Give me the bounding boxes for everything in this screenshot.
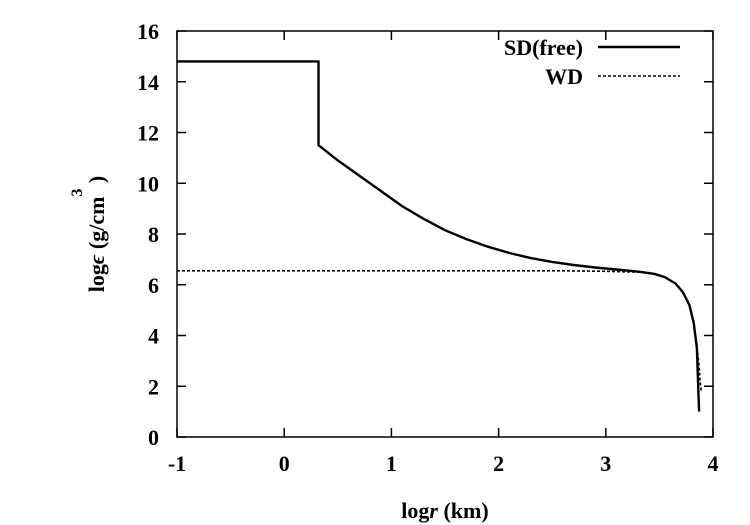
x-tick-label: 3 [600,451,611,476]
x-tick-label: 1 [386,451,397,476]
legend-label: WD [545,64,583,89]
x-tick-label: 2 [493,451,504,476]
x-axis-label: logr (km) [401,498,488,523]
x-tick-label: 4 [708,451,719,476]
series-line-sd-free [177,60,701,412]
y-tick-label: 8 [148,222,159,247]
plot-frame [176,30,714,438]
y-axis-label: logϵ (g/cm3 ) [69,176,109,292]
x-tick-label: 0 [279,451,290,476]
x-tick-label: -1 [168,451,186,476]
plot-area [177,60,702,412]
y-tick-label: 0 [148,425,159,450]
y-tick-label: 12 [137,121,159,146]
y-tick-label: 14 [137,70,159,95]
y-tick-label: 4 [148,324,159,349]
y-tick-label: 16 [137,19,159,44]
y-tick-label: 2 [148,374,159,399]
y-tick-label: 10 [137,171,159,196]
y-tick-label: 6 [148,273,159,298]
legend-label: SD(free) [504,35,583,60]
legend: SD(free) WD [504,35,680,89]
series-line-wd [177,269,702,392]
